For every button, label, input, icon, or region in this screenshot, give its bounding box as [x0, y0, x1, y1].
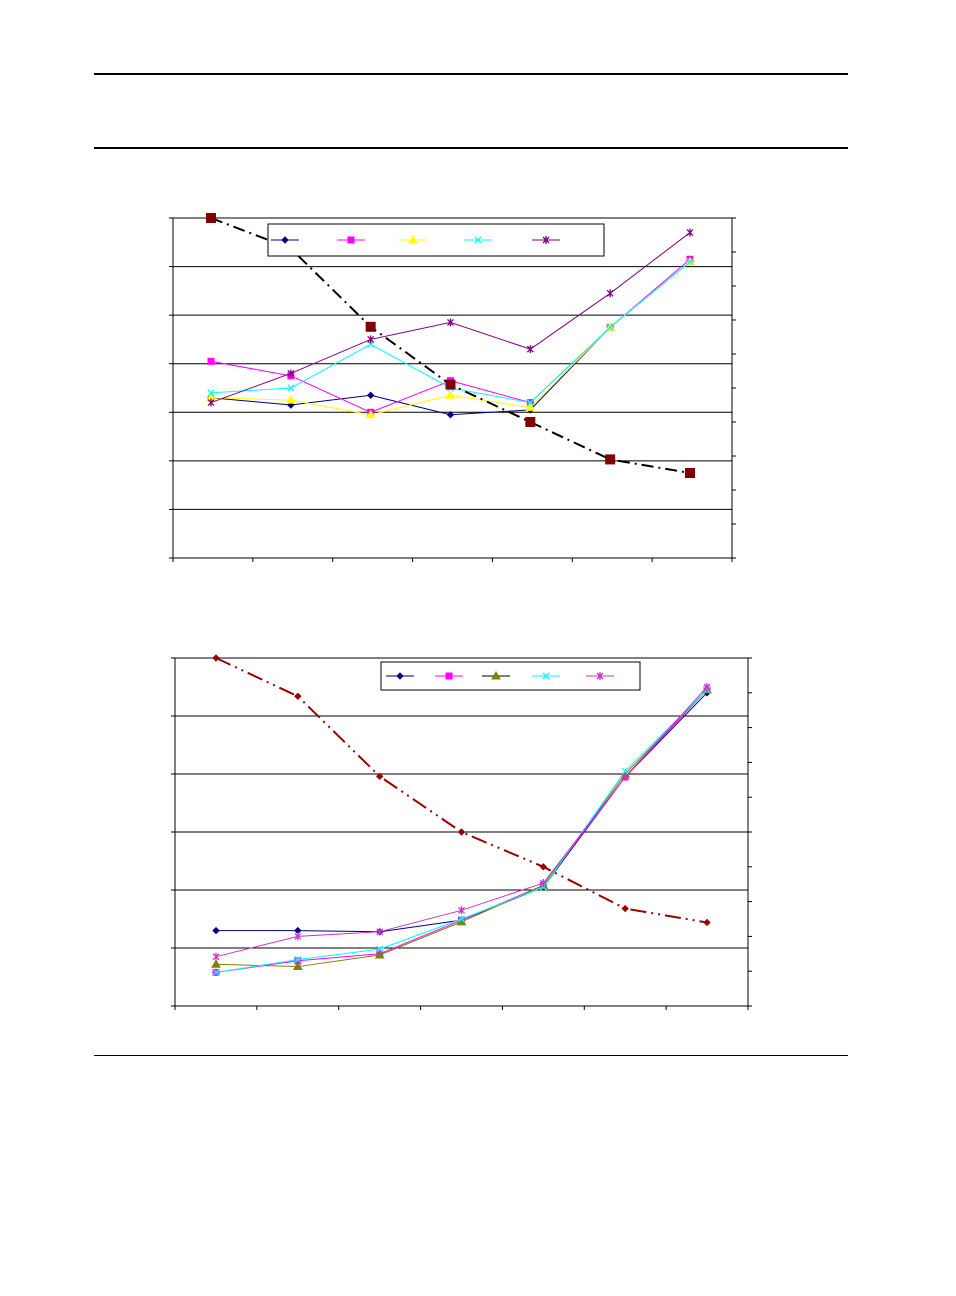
series-5-line	[215, 686, 708, 958]
header-rule	[94, 147, 848, 149]
series-4-point	[526, 399, 534, 407]
series-5-point	[207, 398, 215, 407]
series-6-point	[525, 417, 536, 427]
series-6-point	[445, 379, 456, 390]
legend-marker-1	[396, 672, 404, 680]
series-5-point	[526, 345, 534, 354]
series-5-point	[376, 927, 384, 936]
series-5-point	[458, 906, 465, 915]
series-4-point	[458, 915, 465, 923]
series-5-point	[539, 879, 547, 888]
series-6-point	[457, 828, 466, 836]
series-6-point	[365, 321, 376, 332]
series-3-point	[292, 961, 303, 971]
series-5-point	[212, 952, 220, 961]
top-rule	[94, 73, 848, 75]
series-6-point	[605, 454, 616, 465]
series-6-point	[212, 654, 220, 662]
legend-marker-3	[408, 234, 418, 244]
legend-marker-2	[445, 672, 453, 680]
series-3-point	[374, 949, 385, 959]
series-6-point	[621, 904, 629, 913]
series-6-point	[703, 918, 711, 927]
legend-marker-4	[542, 672, 550, 680]
series-4-point	[686, 258, 694, 266]
chart-1	[169, 213, 736, 562]
series-4-point	[621, 767, 629, 775]
footer-rule	[94, 1055, 848, 1056]
series-3-point	[525, 402, 536, 411]
series-3-point	[445, 390, 456, 399]
series-5-point	[447, 318, 454, 327]
series-6-point	[539, 863, 548, 871]
legend-marker-3	[491, 670, 501, 680]
series-6-point	[375, 772, 384, 781]
chart-2	[171, 654, 752, 1010]
series-3-point	[211, 959, 221, 968]
series-3-point	[285, 395, 296, 404]
series-5-point	[606, 289, 614, 298]
series-6-point	[685, 468, 695, 478]
series-5-point	[294, 932, 302, 941]
series-5-point	[621, 772, 629, 781]
series-5-point	[367, 335, 375, 344]
series-1-point	[446, 411, 455, 419]
legend-marker-5	[542, 236, 550, 244]
series-6-point	[294, 692, 302, 700]
series-4-point	[287, 384, 295, 392]
series-1-line	[216, 692, 708, 933]
series-5-point	[686, 228, 694, 237]
legend-marker-5	[596, 672, 604, 680]
series-3-point	[365, 409, 376, 419]
series-4-point	[207, 389, 215, 397]
series-4-point	[212, 968, 220, 976]
series-6-point	[206, 213, 216, 223]
legend-marker-4	[474, 236, 482, 244]
series-4-point	[606, 323, 614, 331]
series-1-point	[212, 926, 220, 935]
series-5-point	[287, 369, 295, 378]
series-1-point	[366, 391, 375, 399]
series-4-point	[294, 956, 302, 964]
series-6-line	[215, 657, 708, 924]
series-2-point	[207, 357, 215, 365]
legend-marker-2	[347, 236, 355, 244]
series-5-point	[703, 683, 711, 691]
legend-marker-1	[281, 236, 289, 244]
series-4-point	[376, 945, 384, 953]
